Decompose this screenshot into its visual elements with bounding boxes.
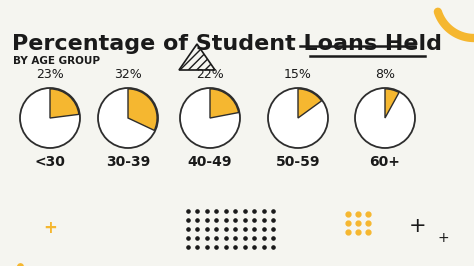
Text: +: + [437,231,449,245]
Wedge shape [128,89,157,130]
Text: 30-39: 30-39 [106,155,150,169]
Wedge shape [50,89,79,118]
Text: 8%: 8% [375,69,395,81]
Circle shape [180,88,240,148]
Text: 23%: 23% [36,69,64,81]
Text: 60+: 60+ [370,155,401,169]
Wedge shape [298,89,321,118]
Wedge shape [385,89,399,118]
Text: <30: <30 [35,155,65,169]
Text: +: + [43,219,57,237]
Text: BY AGE GROUP: BY AGE GROUP [13,56,100,66]
Circle shape [355,88,415,148]
Circle shape [20,88,80,148]
Text: 40-49: 40-49 [188,155,232,169]
Text: 50-59: 50-59 [276,155,320,169]
Text: 15%: 15% [284,69,312,81]
Text: 22%: 22% [196,69,224,81]
Text: +: + [409,216,427,236]
Text: Percentage of Student Loans Held: Percentage of Student Loans Held [12,34,442,54]
Wedge shape [210,89,238,118]
Text: 32%: 32% [114,69,142,81]
Circle shape [268,88,328,148]
Circle shape [98,88,158,148]
